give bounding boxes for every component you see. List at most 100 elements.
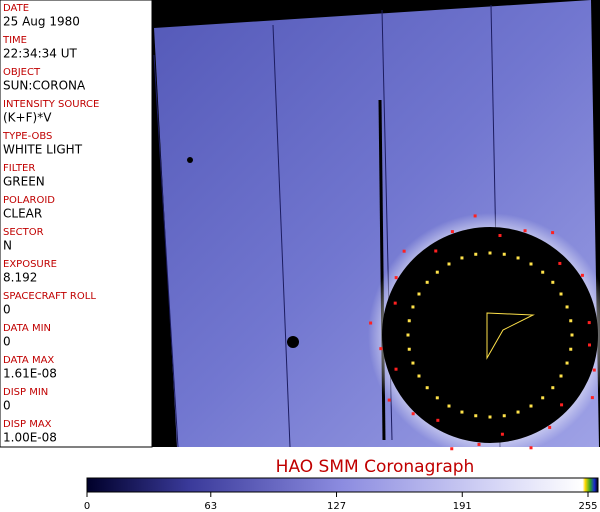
tick-label: 255 — [578, 501, 597, 512]
marker — [502, 414, 506, 418]
marker — [529, 446, 533, 450]
field-value: 8.192 — [3, 271, 37, 285]
marker — [565, 361, 569, 365]
field-label: DISP MAX — [3, 419, 52, 430]
marker — [450, 447, 454, 451]
marker — [411, 305, 415, 309]
tick-label: 191 — [453, 501, 472, 512]
field-label: POLAROID — [3, 195, 55, 206]
marker — [474, 252, 478, 256]
marker — [460, 256, 464, 260]
marker — [569, 319, 573, 323]
tick-label: 63 — [204, 501, 217, 512]
field-label: TIME — [2, 35, 27, 46]
field-value: N — [3, 239, 12, 253]
marker — [435, 396, 439, 400]
marker — [551, 231, 555, 235]
marker — [417, 292, 421, 296]
field-label: SPACECRAFT ROLL — [3, 291, 96, 302]
marker — [393, 301, 397, 305]
colorbar — [86, 477, 599, 493]
marker — [394, 276, 398, 280]
marker — [565, 305, 569, 309]
field-label: DISP MIN — [3, 387, 48, 398]
field-label: INTENSITY SOURCE — [3, 99, 99, 110]
marker — [580, 273, 584, 277]
marker — [588, 343, 592, 347]
field-value: 0 — [3, 399, 11, 413]
marker — [529, 262, 533, 266]
marker — [590, 396, 594, 400]
field-label: TYPE-OBS — [2, 131, 52, 142]
title: HAO SMM Coronagraph — [276, 457, 475, 477]
marker — [447, 404, 451, 408]
tick-label: 0 — [84, 501, 90, 512]
marker — [407, 347, 411, 351]
field-value: 0 — [3, 335, 11, 349]
sun-outline — [486, 312, 535, 360]
marker — [516, 256, 520, 260]
marker — [417, 374, 421, 378]
marker — [425, 280, 429, 284]
marker — [548, 425, 552, 429]
field-value: 1.00E-08 — [3, 431, 57, 445]
field-value: 0 — [3, 303, 11, 317]
field-value: CLEAR — [3, 207, 42, 221]
coronagraph-image — [152, 0, 600, 457]
marker — [473, 214, 477, 218]
marker — [369, 321, 373, 325]
marker — [394, 367, 398, 371]
field-label: SECTOR — [3, 227, 44, 238]
marker — [541, 396, 545, 400]
marker — [502, 252, 506, 256]
marker — [406, 333, 410, 337]
occulter — [382, 227, 598, 443]
marker — [425, 386, 429, 390]
field-label: EXPOSURE — [3, 259, 57, 270]
marker — [569, 347, 573, 351]
field-value: WHITE LIGHT — [3, 143, 83, 157]
marker — [379, 347, 383, 351]
marker — [592, 368, 596, 372]
marker — [500, 432, 504, 436]
marker — [551, 386, 555, 390]
marker — [411, 361, 415, 365]
field-value: SUN:CORONA — [3, 79, 86, 93]
marker — [474, 414, 478, 418]
field-label: OBJECT — [3, 67, 41, 78]
field-value: (K+F)*V — [3, 111, 52, 125]
marker — [541, 270, 545, 274]
marker — [529, 404, 533, 408]
marker — [387, 398, 391, 402]
marker — [477, 442, 481, 446]
panel-frame — [0, 0, 153, 448]
marker — [447, 262, 451, 266]
spot — [287, 336, 299, 348]
marker — [436, 418, 440, 422]
spot — [187, 157, 193, 163]
field-value: GREEN — [3, 175, 45, 189]
marker — [411, 412, 415, 416]
marker — [516, 410, 520, 414]
marker — [559, 292, 563, 296]
marker — [450, 230, 454, 234]
marker — [435, 270, 439, 274]
field-label: DATE — [3, 3, 29, 14]
marker — [523, 229, 527, 233]
marker — [488, 251, 492, 255]
field-label: FILTER — [3, 163, 35, 174]
marker — [407, 319, 411, 323]
marker — [498, 233, 502, 237]
scan-line — [272, 24, 291, 448]
marker — [460, 410, 464, 414]
markers — [369, 214, 596, 451]
field-label: DATA MIN — [3, 323, 51, 334]
scan-line — [153, 54, 179, 448]
marker — [558, 261, 562, 265]
marker — [551, 280, 555, 284]
field-value: 1.61E-08 — [3, 367, 57, 381]
field-value: 22:34:34 UT — [3, 47, 77, 61]
field-label: DATA MAX — [3, 355, 54, 366]
